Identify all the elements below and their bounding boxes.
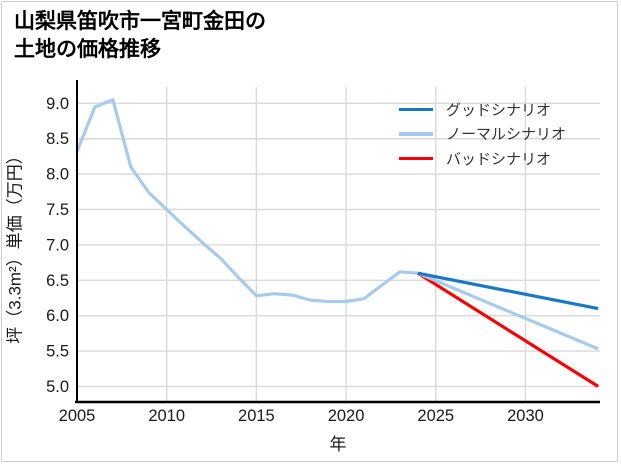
y-tick-label: 8.0 [46, 166, 69, 184]
normal-scenario-legend-swatch [399, 132, 433, 136]
x-tick-label: 2015 [238, 407, 275, 425]
chart-title: 山梨県笛吹市一宮町金田の 土地の価格推移 [14, 8, 266, 64]
x-tick-label: 2005 [59, 407, 96, 425]
y-tick-label: 6.5 [46, 272, 69, 290]
x-tick-label: 2010 [148, 407, 185, 425]
legend-item-bad-scenario: バッドシナリオ [399, 146, 566, 171]
normal-scenario-line [417, 271, 599, 351]
x-tick-label: 2030 [507, 407, 544, 425]
chart-title-line1: 山梨県笛吹市一宮町金田の [14, 10, 266, 33]
chart-legend: グッドシナリオ ノーマルシナリオ バッドシナリオ [399, 97, 566, 171]
x-axis-title: 年 [329, 435, 347, 454]
bad-scenario-legend-label: バッドシナリオ [446, 150, 552, 168]
bad-scenario-line [416, 271, 599, 388]
x-tick-label: 2020 [328, 407, 365, 425]
legend-item-good-scenario: グッドシナリオ [399, 97, 566, 122]
y-tick-label: 8.5 [46, 130, 69, 148]
chart-title-line2: 土地の価格推移 [14, 38, 161, 61]
normal-scenario-legend-label: ノーマルシナリオ [446, 126, 567, 144]
y-tick-label: 5.0 [46, 378, 69, 396]
good-scenario-line [417, 271, 599, 311]
y-axis-title: 坪（3.3m²）単価（万円） [5, 147, 25, 344]
x-tick-label: 2025 [417, 407, 454, 425]
historical-price-line [75, 98, 418, 304]
y-tick-label: 6.0 [46, 307, 69, 325]
y-tick-label: 9.0 [46, 95, 69, 113]
bad-scenario-legend-swatch [399, 156, 433, 161]
legend-item-normal-scenario: ノーマルシナリオ [399, 122, 566, 147]
y-tick-label: 7.0 [46, 236, 69, 254]
good-scenario-legend-swatch [399, 107, 433, 112]
y-tick-label: 7.5 [46, 201, 69, 219]
good-scenario-legend-label: グッドシナリオ [446, 101, 552, 119]
y-tick-label: 5.5 [46, 343, 69, 361]
